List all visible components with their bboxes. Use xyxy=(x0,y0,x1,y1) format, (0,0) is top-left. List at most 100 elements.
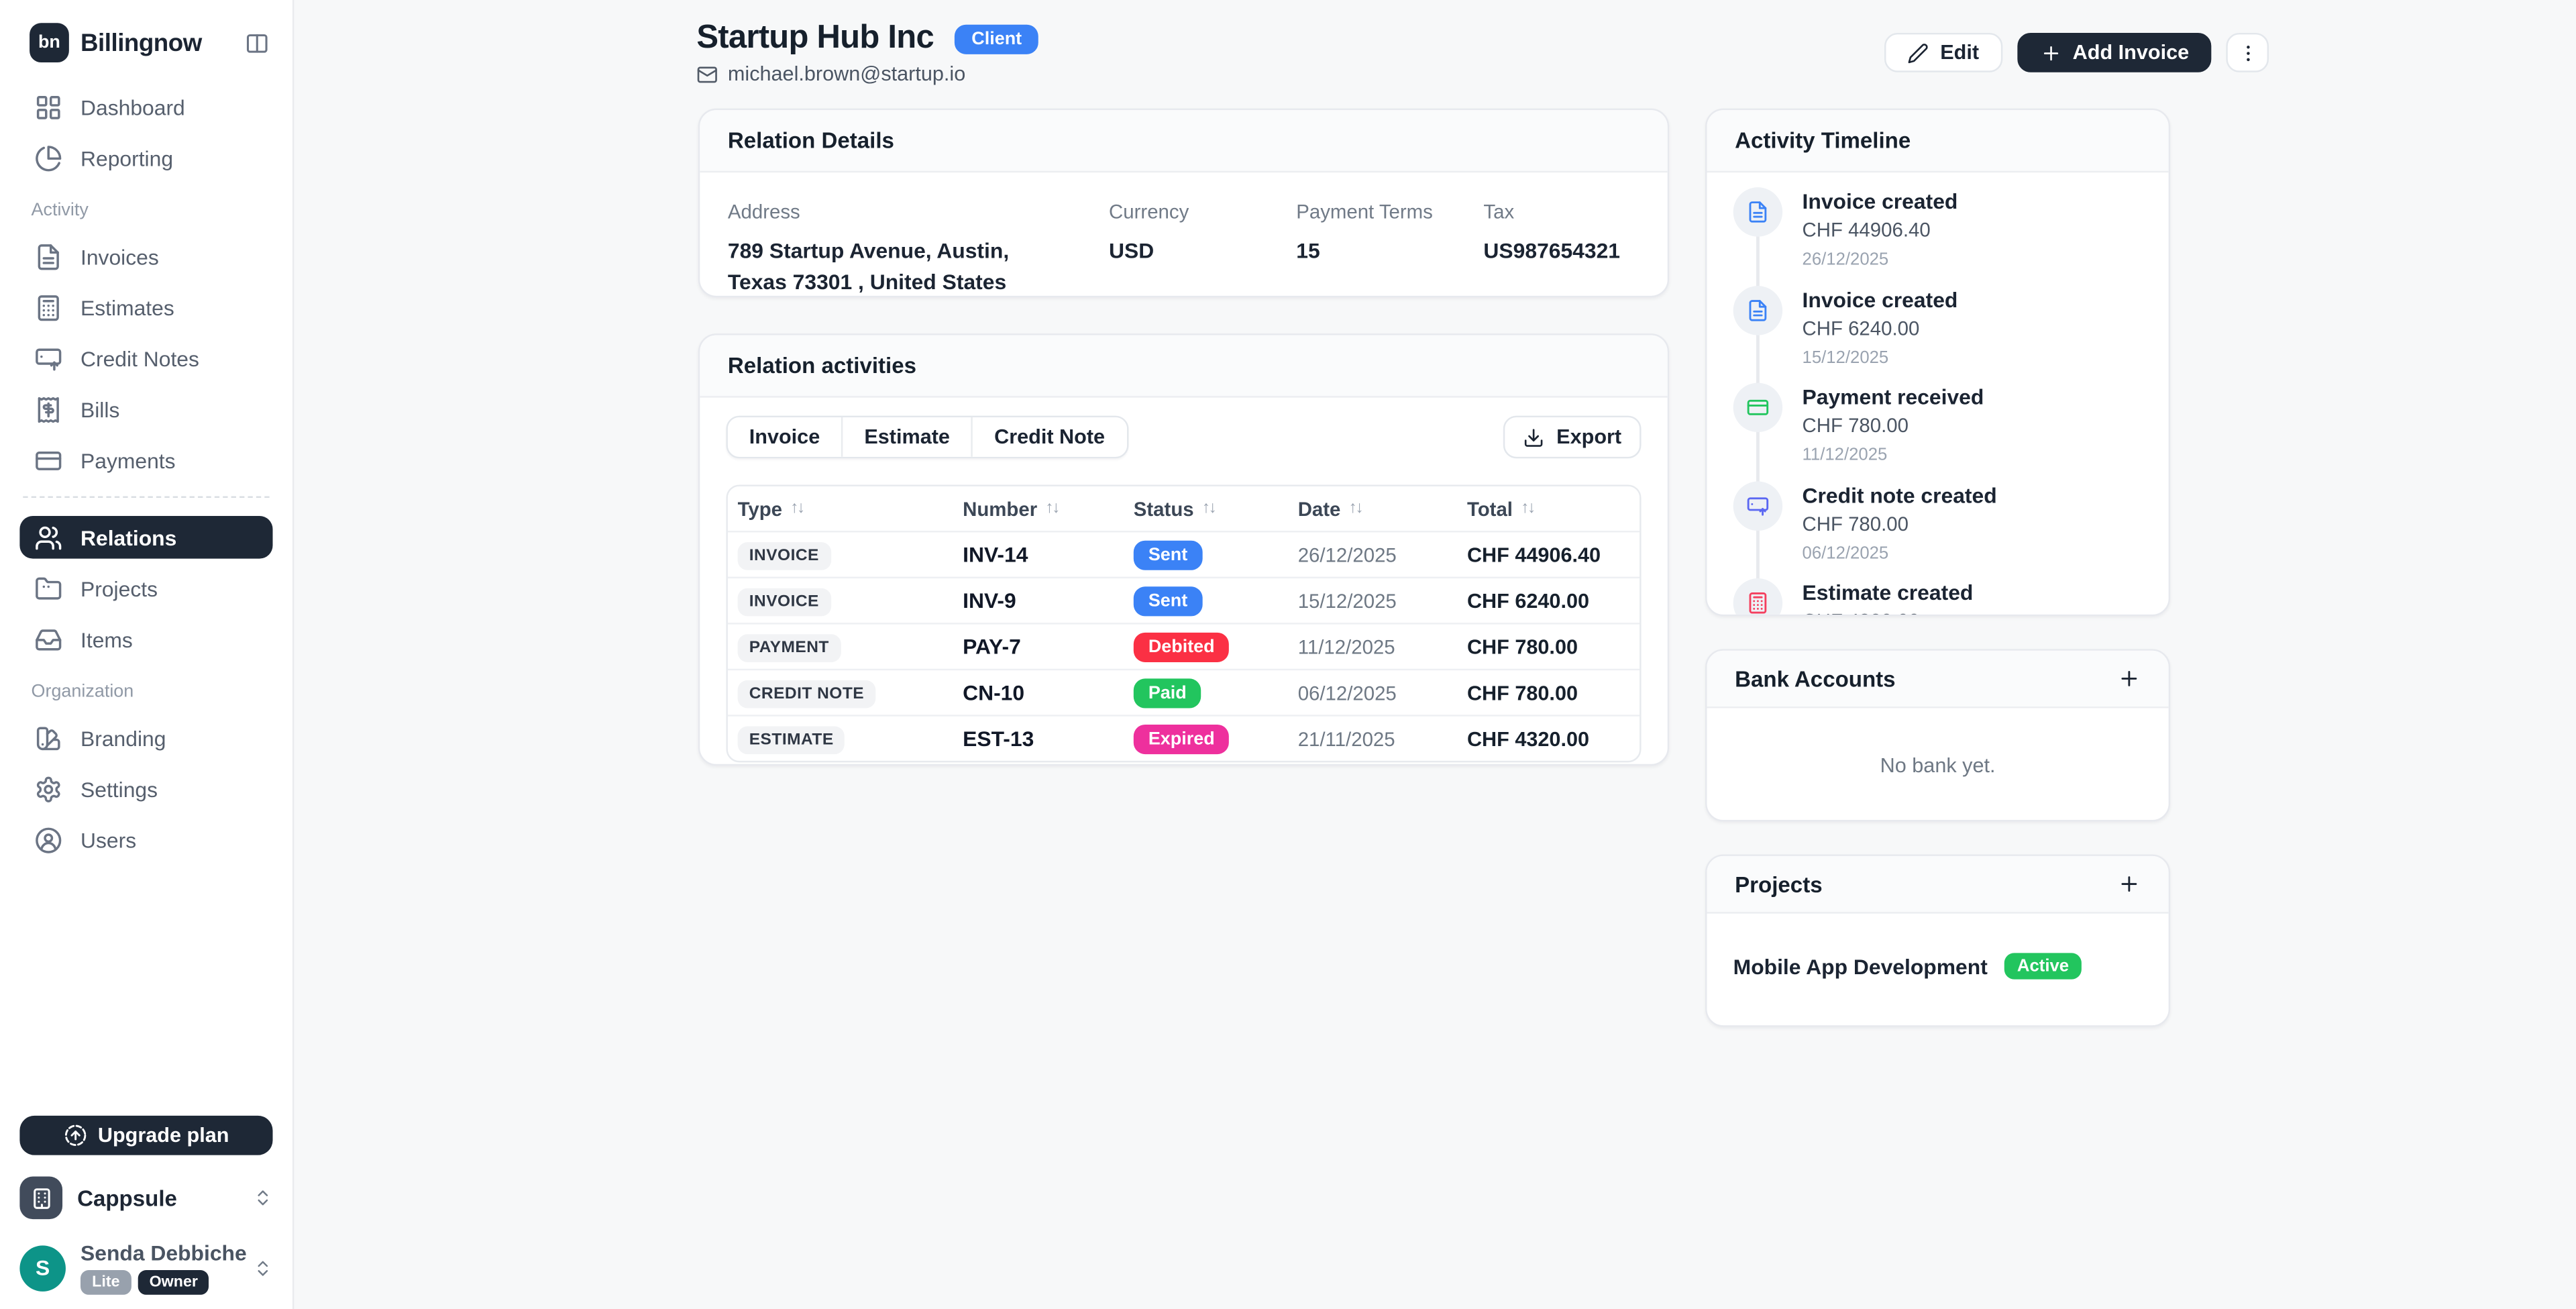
table-row[interactable]: ESTIMATE EST-13 Expired 21/11/2025 CHF 4… xyxy=(727,715,1640,761)
add-invoice-button[interactable]: Add Invoice xyxy=(2017,32,2212,72)
sidebar-item-payments[interactable]: Payments xyxy=(19,439,272,482)
event-title: Credit note created xyxy=(1802,482,1997,507)
workspace-name: Cappsule xyxy=(77,1185,177,1210)
add-project-button[interactable] xyxy=(2118,872,2141,895)
swatch-book-icon xyxy=(34,724,62,752)
event-amount: CHF 4320.00 xyxy=(1803,610,1974,615)
event-date: 06/12/2025 xyxy=(1802,543,1889,563)
sidebar-item-dashboard[interactable]: Dashboard xyxy=(19,85,272,128)
sidebar-item-settings[interactable]: Settings xyxy=(19,768,272,810)
main-content: Startup Hub Inc Client michael.brown@sta… xyxy=(294,0,2576,1309)
sidebar-item-invoices[interactable]: Invoices xyxy=(19,235,272,278)
currency-value: USD xyxy=(1109,238,1155,263)
column-header-type[interactable]: Type ↑↓ xyxy=(737,496,806,521)
sort-icon[interactable]: ↑↓ xyxy=(1045,499,1060,518)
circle-arrow-up-icon xyxy=(63,1124,86,1147)
users-icon xyxy=(34,523,62,552)
email-text: michael.brown@startup.io xyxy=(727,62,966,86)
address-value: 789 Startup Avenue, Austin, Texas 73301 … xyxy=(727,238,1010,294)
workspace-switcher[interactable]: Cappsule xyxy=(19,1176,272,1220)
sidebar-item-label: Projects xyxy=(80,576,158,601)
sidebar-item-credit-notes[interactable]: Credit Notes xyxy=(19,337,272,380)
sidebar-item-label: Credit Notes xyxy=(80,346,199,371)
tab-estimate[interactable]: Estimate xyxy=(841,417,971,457)
type-pill: INVOICE xyxy=(737,542,831,570)
add-bank-account-button[interactable] xyxy=(2118,667,2141,690)
plus-icon xyxy=(2040,42,2061,63)
sidebar-item-label: Dashboard xyxy=(80,94,185,119)
sidebar-item-label: Reporting xyxy=(80,145,174,170)
sidebar-item-bills[interactable]: Bills xyxy=(19,388,272,431)
relation-activities-card: Relation activities Invoice Estimate Cre… xyxy=(698,333,1670,766)
sidebar-item-label: Settings xyxy=(80,776,158,801)
column-header-date[interactable]: Date ↑↓ xyxy=(1297,496,1364,521)
timeline-event: Payment received CHF 780.00 11/12/2025 xyxy=(1733,382,2143,481)
relation-type-badge: Client xyxy=(955,23,1038,54)
sort-icon[interactable]: ↑↓ xyxy=(1348,499,1364,518)
more-options-button[interactable] xyxy=(2226,32,2270,72)
bank-accounts-card: Bank Accounts No bank yet. xyxy=(1705,649,2171,822)
document-number: INV-14 xyxy=(963,542,1028,567)
table-row[interactable]: INVOICE INV-14 Sent 26/12/2025 CHF 44906… xyxy=(727,531,1640,577)
estimate-calculator-icon xyxy=(1733,578,1783,615)
sort-icon[interactable]: ↑↓ xyxy=(1521,499,1536,518)
sidebar-section-organization: Organization xyxy=(31,682,134,702)
payment-card-icon xyxy=(1733,382,1783,433)
relation-details-title: Relation Details xyxy=(727,128,894,153)
projects-card: Projects Mobile App Development Active xyxy=(1705,854,2171,1027)
table-row[interactable]: INVOICE INV-9 Sent 15/12/2025 CHF 6240.0… xyxy=(727,576,1640,623)
document-total: CHF 780.00 xyxy=(1466,635,1578,658)
sidebar-item-users[interactable]: Users xyxy=(19,819,272,861)
tab-credit-note[interactable]: Credit Note xyxy=(971,417,1126,457)
export-label: Export xyxy=(1556,425,1622,449)
invoice-file-icon xyxy=(1733,187,1783,237)
sidebar-item-reporting[interactable]: Reporting xyxy=(19,136,272,179)
event-amount: CHF 780.00 xyxy=(1802,414,1909,437)
user-menu[interactable]: S Senda Debbiche Lite Owner xyxy=(19,1241,272,1295)
download-icon xyxy=(1523,427,1545,448)
type-pill: INVOICE xyxy=(737,588,831,617)
tax-label: Tax xyxy=(1483,200,1515,224)
edit-button[interactable]: Edit xyxy=(1884,32,2002,72)
sidebar-item-label: Invoices xyxy=(80,244,159,269)
status-badge: Sent xyxy=(1133,540,1203,570)
sort-icon[interactable]: ↑↓ xyxy=(1201,499,1217,518)
activities-table: Type ↑↓ Number ↑↓ Status ↑↓ Date ↑↓ Total ↑↓ … xyxy=(726,484,1642,763)
document-number: EST-13 xyxy=(963,726,1034,751)
upgrade-plan-label: Upgrade plan xyxy=(97,1124,229,1147)
relation-email: michael.brown@startup.io xyxy=(696,62,965,85)
event-date: 26/12/2025 xyxy=(1802,250,1889,270)
chevrons-up-down-icon xyxy=(253,1258,272,1277)
document-total: CHF 780.00 xyxy=(1466,681,1578,704)
table-row[interactable]: CREDIT NOTE CN-10 Paid 06/12/2025 CHF 78… xyxy=(727,668,1640,715)
table-row[interactable]: PAYMENT PAY-7 Debited 11/12/2025 CHF 780… xyxy=(727,623,1640,669)
column-header-status[interactable]: Status ↑↓ xyxy=(1133,496,1217,521)
sidebar-item-label: Payments xyxy=(80,448,176,473)
document-date: 26/12/2025 xyxy=(1297,543,1397,566)
tab-invoice[interactable]: Invoice xyxy=(727,417,842,457)
mail-icon xyxy=(696,63,718,85)
event-title: Invoice created xyxy=(1802,286,1958,312)
document-number: PAY-7 xyxy=(963,634,1021,660)
app-name: Billingnow xyxy=(80,28,202,57)
table-header-row: Type ↑↓ Number ↑↓ Status ↑↓ Date ↑↓ Total ↑↓ xyxy=(727,486,1640,531)
column-header-number[interactable]: Number ↑↓ xyxy=(963,496,1060,521)
inbox-icon xyxy=(34,625,62,653)
sidebar-item-relations[interactable]: Relations xyxy=(19,515,273,559)
sidebar-item-estimates[interactable]: Estimates xyxy=(19,286,272,329)
sidebar-item-projects[interactable]: Projects xyxy=(19,567,272,610)
sidebar-item-label: Estimates xyxy=(80,295,174,320)
sort-icon[interactable]: ↑↓ xyxy=(790,499,805,518)
event-title: Estimate created xyxy=(1802,580,1974,605)
sidebar-collapse-icon[interactable] xyxy=(245,30,270,55)
project-list-item[interactable]: Mobile App Development Active xyxy=(1707,914,2168,980)
upgrade-plan-button[interactable]: Upgrade plan xyxy=(19,1115,273,1155)
export-button[interactable]: Export xyxy=(1503,415,1642,459)
calculator-icon xyxy=(34,293,62,321)
user-circle-icon xyxy=(34,826,62,854)
column-header-total[interactable]: Total ↑↓ xyxy=(1466,496,1536,521)
user-meta: Senda Debbiche Lite Owner xyxy=(80,1241,247,1295)
sidebar-item-items[interactable]: Items xyxy=(19,618,272,661)
sidebar-item-branding[interactable]: Branding xyxy=(19,717,272,760)
